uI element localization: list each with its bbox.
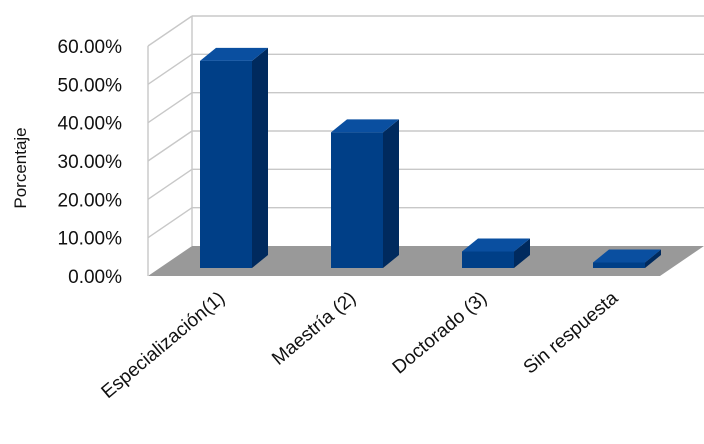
gridline-side xyxy=(147,92,193,124)
bar-top xyxy=(200,47,268,61)
y-tick-label: 50.00% xyxy=(58,75,123,96)
bar-front xyxy=(331,132,383,268)
category-labels: Especialización(1) Maestría (2) Doctorado … xyxy=(98,287,623,402)
y-tick-label: 30.00% xyxy=(58,152,123,173)
grid-layer xyxy=(147,15,704,276)
y-tick-label: 0.00% xyxy=(68,267,122,288)
y-tick-label: 40.00% xyxy=(58,114,123,135)
gridline-side xyxy=(147,15,193,47)
y-tick-label: 20.00% xyxy=(58,190,123,211)
bar-layer xyxy=(200,47,661,269)
y-tick-label: 10.00% xyxy=(58,229,123,250)
bar xyxy=(462,238,530,268)
bar-front xyxy=(200,60,252,269)
bar-side xyxy=(252,47,268,269)
category-label: Especialización(1) xyxy=(98,288,230,403)
bar-front xyxy=(462,251,514,268)
gridline-side xyxy=(147,207,193,239)
bar xyxy=(200,47,268,269)
bar xyxy=(593,249,661,268)
gridline-side xyxy=(147,130,193,162)
bar-top xyxy=(331,119,399,133)
gridline-side xyxy=(147,53,193,85)
category-label: Doctorado (3) xyxy=(389,288,491,379)
y-tick-labels: 0.00% 10.00% 20.00% 30.00% 40.00% 50.00% 60.00… xyxy=(58,37,123,288)
bar-side xyxy=(645,249,661,268)
category-label: Maestría (2) xyxy=(268,288,360,370)
y-tick-label: 60.00% xyxy=(58,37,123,58)
bar-top xyxy=(462,238,530,252)
bar-top xyxy=(593,249,661,263)
bar-front xyxy=(593,262,645,268)
chart-floor xyxy=(148,246,704,276)
gridline-side xyxy=(147,168,193,200)
category-label: Sin respuesta xyxy=(520,287,623,378)
bar-side xyxy=(383,119,399,268)
y-axis-label: Porcentaje xyxy=(11,127,30,208)
bar-side xyxy=(514,238,530,268)
bar xyxy=(331,119,399,268)
